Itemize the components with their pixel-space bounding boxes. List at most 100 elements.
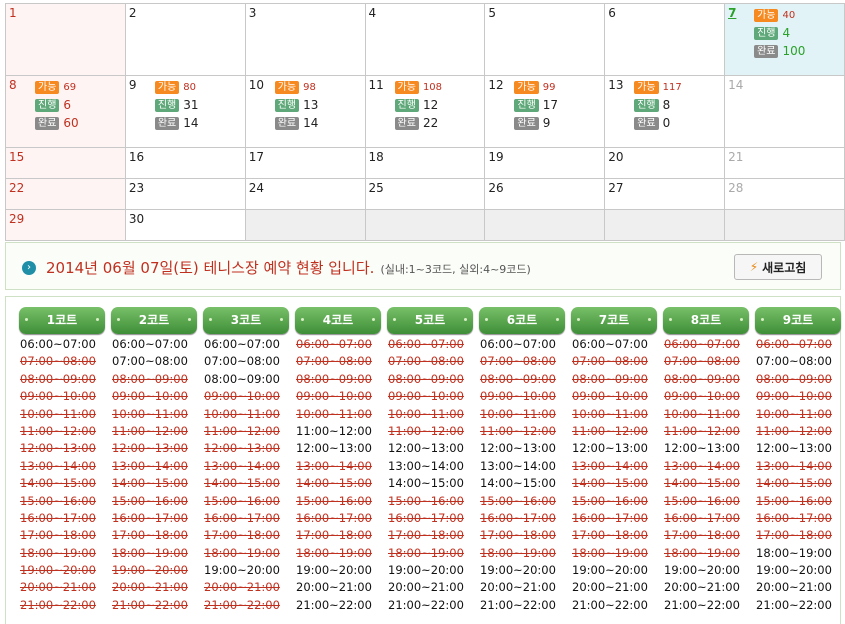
slot-available[interactable]: 12:00~13:00	[756, 441, 832, 456]
calendar-day-number: 24	[248, 181, 264, 195]
calendar-day-cell[interactable]: 19	[484, 147, 606, 179]
calendar-day-cell[interactable]: 23	[124, 178, 246, 210]
calendar-day-cell[interactable]: 15	[5, 147, 126, 179]
slot-available[interactable]: 20:00~21:00	[664, 580, 740, 595]
court-button[interactable]: 1코트	[19, 307, 105, 334]
court-button[interactable]: 9코트	[755, 307, 841, 334]
slot-booked: 17:00~18:00	[664, 528, 740, 543]
calendar-day-cell[interactable]: 5	[484, 3, 606, 76]
dot-icon	[669, 318, 672, 321]
calendar-day-cell[interactable]: 13 가능 117 진행 8 완료 0	[604, 75, 726, 148]
slot-available[interactable]: 19:00~20:00	[756, 563, 832, 578]
slot-available[interactable]: 21:00~22:00	[480, 597, 556, 612]
slot-available[interactable]: 13:00~14:00	[480, 458, 556, 473]
slot-available[interactable]: 06:00~07:00	[480, 337, 556, 351]
calendar-day-cell[interactable]: 24	[244, 178, 366, 210]
court-button[interactable]: 3코트	[203, 307, 289, 334]
calendar-day-cell[interactable]: 27	[604, 178, 726, 210]
slot-available[interactable]: 20:00~21:00	[388, 580, 464, 595]
slot-booked: 16:00~17:00	[572, 510, 648, 525]
slot-available[interactable]: 12:00~13:00	[572, 441, 648, 456]
slot-available[interactable]: 06:00~07:00	[112, 337, 188, 351]
slot-available[interactable]: 12:00~13:00	[664, 441, 740, 456]
slot-available[interactable]: 21:00~22:00	[664, 597, 740, 612]
slot-available[interactable]: 06:00~07:00	[204, 337, 280, 351]
slot-available[interactable]: 21:00~22:00	[388, 597, 464, 612]
calendar-day-cell[interactable]: 4	[364, 3, 486, 76]
slot-available[interactable]: 06:00~07:00	[20, 337, 96, 351]
slot-available[interactable]: 11:00~12:00	[296, 423, 372, 438]
calendar-day-cell[interactable]: 30	[124, 209, 246, 241]
slot-booked: 18:00~19:00	[20, 545, 96, 560]
calendar-day-cell[interactable]: 25	[364, 178, 486, 210]
calendar-day-cell[interactable]: 2	[124, 3, 246, 76]
slot-booked: 13:00~14:00	[112, 458, 188, 473]
calendar-day-cell[interactable]: 12 가능 99 진행 17 완료 9	[484, 75, 606, 148]
slot-booked: 14:00~15:00	[20, 476, 96, 491]
calendar-day-cell[interactable]: 9 가능 80 진행 31 완료 14	[124, 75, 246, 148]
slot-available[interactable]: 07:00~08:00	[112, 354, 188, 369]
slot-available[interactable]: 19:00~20:00	[480, 563, 556, 578]
calendar-day-cell[interactable]: 16	[124, 147, 246, 179]
slot-booked: 15:00~16:00	[756, 493, 832, 508]
slot-available[interactable]: 14:00~15:00	[388, 476, 464, 491]
refresh-button[interactable]: ⚡ 새로고침	[734, 254, 822, 280]
slot-available[interactable]: 06:00~07:00	[572, 337, 648, 351]
court-button[interactable]: 2코트	[111, 307, 197, 334]
calendar-day-cell[interactable]: 21	[724, 147, 845, 179]
slot-available[interactable]: 21:00~22:00	[296, 597, 372, 612]
court-button[interactable]: 6코트	[479, 307, 565, 334]
slot-booked: 21:00~22:00	[20, 597, 96, 612]
slot-available[interactable]: 21:00~22:00	[756, 597, 832, 612]
slot-available[interactable]: 19:00~20:00	[572, 563, 648, 578]
calendar-day-cell[interactable]: 7 가능 40 진행 4 완료 100	[724, 3, 845, 76]
calendar-day-cell[interactable]: 10 가능 98 진행 13 완료 14	[244, 75, 366, 148]
slot-available[interactable]: 19:00~20:00	[204, 563, 280, 578]
calendar-day-cell[interactable]: 17	[244, 147, 366, 179]
slot-available[interactable]: 07:00~08:00	[756, 354, 832, 369]
avail-count: 108	[422, 81, 443, 93]
court-button[interactable]: 7코트	[571, 307, 657, 334]
calendar-day-cell[interactable]: 14	[724, 75, 845, 148]
calendar-day-cell[interactable]: 11 가능 108 진행 12 완료 22	[364, 75, 486, 148]
calendar-day-cell[interactable]: 22	[5, 178, 126, 210]
calendar-day-cell[interactable]: 28	[724, 178, 845, 210]
dot-icon	[485, 318, 488, 321]
slot-available[interactable]: 21:00~22:00	[572, 597, 648, 612]
slot-available[interactable]: 20:00~21:00	[296, 580, 372, 595]
slot-available[interactable]: 07:00~08:00	[204, 354, 280, 369]
slot-available[interactable]: 13:00~14:00	[388, 458, 464, 473]
calendar-day-cell[interactable]: 8 가능 69 진행 6 완료 60	[5, 75, 126, 148]
stat-done: 완료 60	[35, 114, 122, 132]
slot-available[interactable]: 20:00~21:00	[572, 580, 648, 595]
calendar-day-cell[interactable]: 1	[5, 3, 126, 76]
done-count: 100	[782, 44, 806, 58]
refresh-label: 새로고침	[762, 260, 807, 275]
stat-done: 완료 14	[154, 114, 242, 132]
slot-available[interactable]: 08:00~09:00	[204, 371, 280, 386]
prog-count: 8	[662, 98, 671, 112]
calendar-day-cell[interactable]: 29	[5, 209, 126, 241]
calendar-day-cell[interactable]: 18	[364, 147, 486, 179]
slot-available[interactable]: 20:00~21:00	[756, 580, 832, 595]
slot-available[interactable]: 12:00~13:00	[296, 441, 372, 456]
slot-booked: 20:00~21:00	[112, 580, 188, 595]
slot-booked: 17:00~18:00	[388, 528, 464, 543]
slot-available[interactable]: 19:00~20:00	[296, 563, 372, 578]
slot-available[interactable]: 18:00~19:00	[756, 545, 832, 560]
calendar-day-cell[interactable]: 20	[604, 147, 726, 179]
slot-available[interactable]: 19:00~20:00	[664, 563, 740, 578]
court-button[interactable]: 8코트	[663, 307, 749, 334]
court-button[interactable]: 5코트	[387, 307, 473, 334]
calendar-day-cell[interactable]: 6	[604, 3, 726, 76]
slot-available[interactable]: 14:00~15:00	[480, 476, 556, 491]
slot-available[interactable]: 12:00~13:00	[388, 441, 464, 456]
slot-available[interactable]: 19:00~20:00	[388, 563, 464, 578]
avail-count: 98	[303, 81, 316, 93]
calendar-day-cell[interactable]: 26	[484, 178, 606, 210]
calendar-day-number: 21	[728, 150, 744, 164]
slot-available[interactable]: 12:00~13:00	[480, 441, 556, 456]
court-button[interactable]: 4코트	[295, 307, 381, 334]
slot-available[interactable]: 20:00~21:00	[480, 580, 556, 595]
calendar-day-cell[interactable]: 3	[244, 3, 366, 76]
